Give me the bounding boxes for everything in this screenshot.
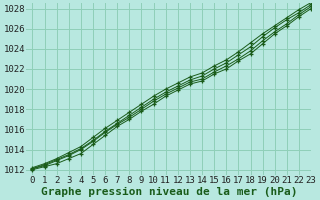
X-axis label: Graphe pression niveau de la mer (hPa): Graphe pression niveau de la mer (hPa) <box>41 186 297 197</box>
